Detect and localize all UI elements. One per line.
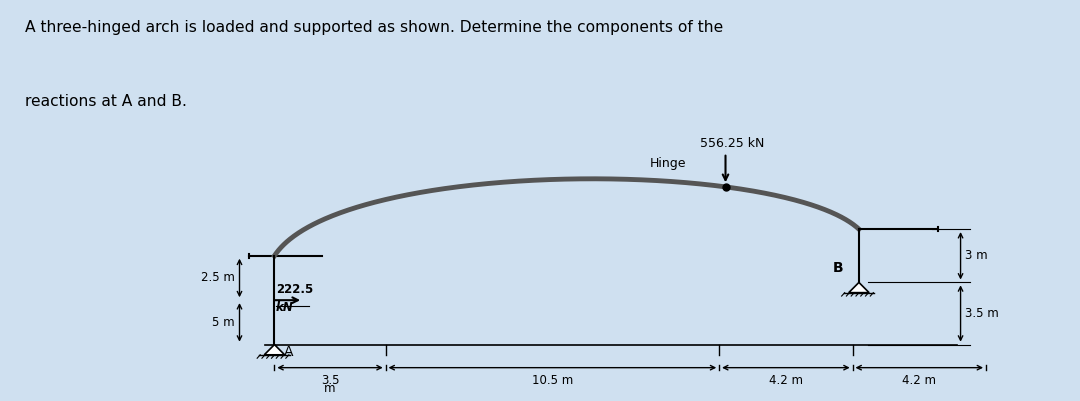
Text: 2.5 m: 2.5 m — [201, 271, 234, 284]
Text: kN: kN — [276, 301, 294, 314]
Text: A: A — [284, 346, 294, 359]
Polygon shape — [849, 282, 869, 293]
Text: Hinge: Hinge — [650, 157, 687, 170]
Text: 222.5: 222.5 — [276, 283, 313, 296]
Text: 3 m: 3 m — [966, 249, 988, 262]
Text: 4.2 m: 4.2 m — [769, 374, 802, 387]
Text: reactions at A and B.: reactions at A and B. — [25, 94, 187, 109]
Text: A three-hinged arch is loaded and supported as shown. Determine the components o: A three-hinged arch is loaded and suppor… — [25, 20, 723, 35]
Text: 3.5 m: 3.5 m — [966, 307, 999, 320]
Text: 5 m: 5 m — [212, 316, 234, 329]
Polygon shape — [265, 344, 285, 355]
Text: 556.25 kN: 556.25 kN — [700, 137, 764, 150]
Text: m: m — [324, 381, 336, 395]
Text: B: B — [833, 261, 843, 275]
Text: 10.5 m: 10.5 m — [531, 374, 573, 387]
Text: 4.2 m: 4.2 m — [902, 374, 936, 387]
Text: 3.5: 3.5 — [321, 374, 339, 387]
